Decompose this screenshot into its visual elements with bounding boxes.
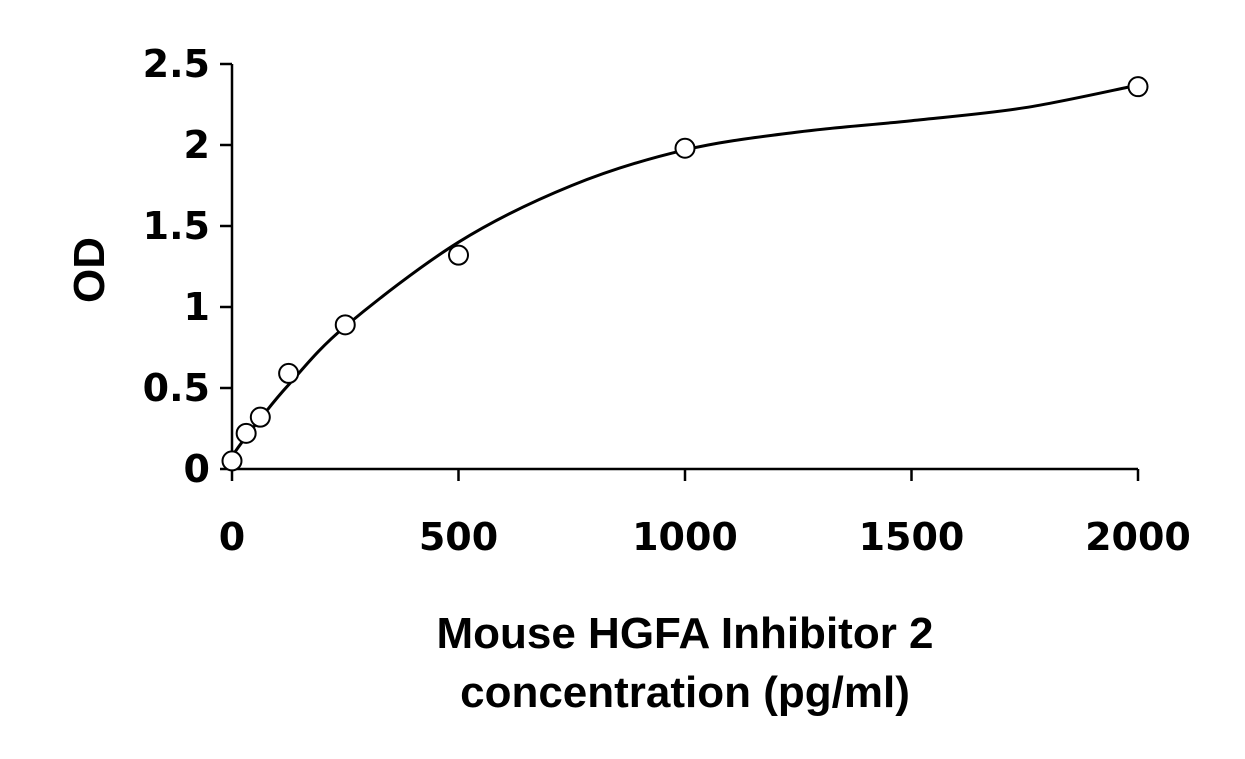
x-tick-label: 0 (219, 515, 245, 559)
y-tick-label: 0.5 (143, 366, 210, 410)
data-point (249, 406, 271, 428)
y-tick-label: 2.5 (143, 42, 210, 86)
y-tick-label: 0 (184, 447, 210, 491)
x-tick-label: 1000 (632, 515, 738, 559)
data-point (334, 314, 356, 336)
data-point (1127, 76, 1149, 98)
data-points (221, 76, 1149, 472)
x-tick-label: 2000 (1085, 515, 1191, 559)
data-point (674, 137, 696, 159)
y-tick-label: 1.5 (143, 204, 210, 248)
data-point (235, 422, 257, 444)
x-axis-title-line-2: concentration (pg/ml) (460, 668, 910, 717)
y-axis-title: OD (65, 237, 114, 303)
x-tick-label: 1500 (859, 515, 965, 559)
x-tick-label: 500 (419, 515, 498, 559)
data-point (448, 244, 469, 266)
y-tick-label: 1 (184, 285, 210, 329)
y-axis-ticks: 0 0.5 1 1.5 2 2.5 (143, 42, 232, 491)
axes (230, 64, 1138, 471)
x-axis-title-line-1: Mouse HGFA Inhibitor 2 (436, 609, 933, 658)
x-axis-ticks: 0 500 1000 1500 2000 (219, 469, 1191, 559)
y-tick-label: 2 (184, 123, 210, 167)
data-point (278, 362, 300, 384)
data-point (221, 450, 243, 472)
